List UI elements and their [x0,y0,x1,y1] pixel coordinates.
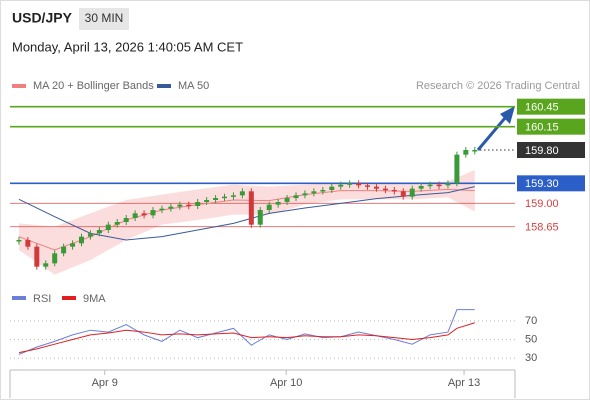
rsi-tick-label: 50 [525,333,537,345]
candle [365,185,371,187]
legend-label: MA 50 [178,80,209,92]
candle [284,198,290,202]
level-label: 160.45 [525,102,559,114]
candle [427,184,433,187]
candle [213,198,219,200]
timeframe-badge [79,8,129,30]
candle [373,186,379,189]
candle [105,224,111,230]
candle [25,240,31,247]
candle [248,191,254,225]
candle [338,184,344,187]
candle [168,206,174,209]
candle [195,202,201,206]
candle [329,186,335,190]
candle [123,218,129,222]
candle [177,204,183,207]
rsi-tick-label: 70 [525,315,537,327]
candle [382,188,388,191]
candle [311,191,317,194]
candle [347,183,353,185]
candle [87,233,93,237]
subtitle: Monday, April 13, 2026 1:40:05 AM CET [12,39,243,54]
projection-arrow [476,117,507,151]
candle [320,190,326,192]
candle [159,208,165,211]
rsi-line [18,322,475,354]
candle [454,154,460,184]
candle [52,253,58,264]
candle [43,263,49,267]
legend-swatch [157,84,171,88]
legend-swatch [12,296,26,300]
candle [391,190,397,192]
x-tick-label: Apr 13 [448,377,480,389]
candle [445,183,451,186]
level-label-box [517,98,585,115]
legend-swatch [12,84,26,88]
candle [186,204,192,207]
candle [239,191,245,196]
level-label-box [517,118,585,135]
level-label: 159.30 [525,178,559,190]
candle [96,230,102,234]
level-label: 159.80 [525,145,559,157]
rsi-line [18,309,475,355]
candle [275,202,281,205]
candle [230,195,236,197]
candle [293,195,299,198]
candle [132,213,138,218]
projection-arrow-head [500,106,515,124]
candle [409,188,415,197]
candle [436,184,442,187]
timeframe: 30 MIN [85,11,124,25]
candle [266,204,272,210]
candle [222,196,228,199]
rsi-tick-label: 30 [525,352,537,364]
x-tick-label: Apr 10 [270,377,302,389]
level-label: 158.65 [525,222,559,234]
candle [79,236,85,244]
candle [418,186,424,189]
level-label: 159.00 [525,198,559,210]
candle [141,213,147,216]
candle [150,210,156,216]
level-label-box [517,142,585,158]
candle [16,240,22,242]
legend-label: MA 20 + Bollinger Bands [33,80,154,92]
candle [302,193,308,196]
level-label: 160.15 [525,122,559,134]
candle [34,246,40,267]
legend-swatch [62,296,76,300]
candle [114,222,120,225]
candle [257,210,263,225]
bollinger-band [18,170,475,275]
legend-label: 9MA [83,293,106,305]
x-tick-label: Apr 9 [92,377,118,389]
candle [204,200,210,202]
legend-label: RSI [33,293,51,305]
candle [70,243,76,247]
chart-title: USD/JPY [12,10,73,26]
candle [472,150,478,152]
level-label-box [517,175,585,192]
candle [356,183,362,186]
source: Research © 2026 Trading Central [416,80,580,92]
candle [400,191,406,197]
candle [61,246,67,254]
candle [463,150,469,155]
